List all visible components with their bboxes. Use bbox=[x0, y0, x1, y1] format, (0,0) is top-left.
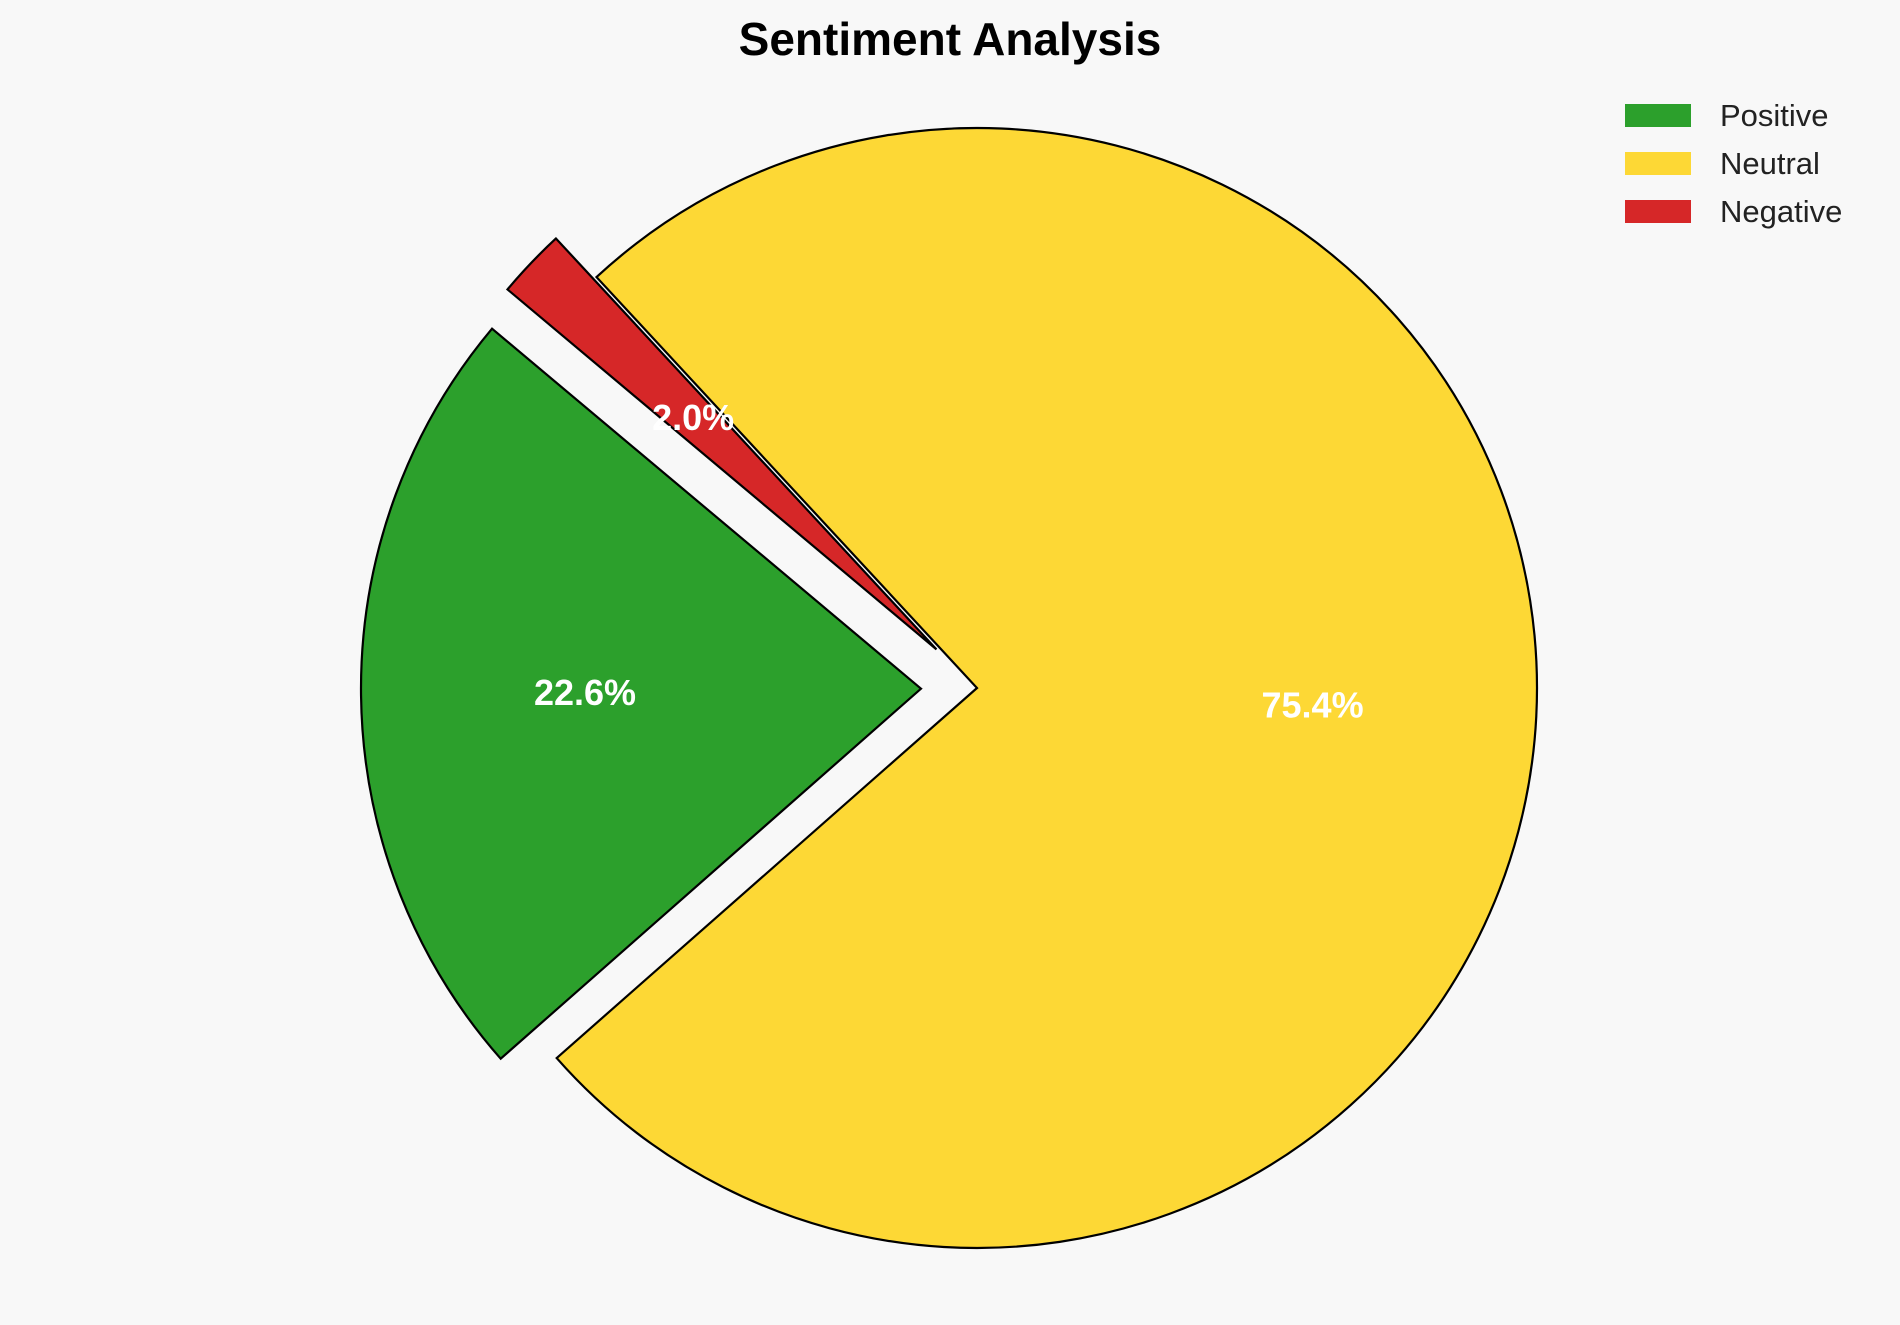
chart-title: Sentiment Analysis bbox=[739, 13, 1162, 65]
legend: Positive Neutral Negative bbox=[1625, 98, 1842, 229]
legend-swatch-neutral bbox=[1625, 152, 1691, 175]
legend-swatch-negative bbox=[1625, 200, 1691, 223]
pie-slice-negative bbox=[505, 236, 938, 651]
legend-label-positive: Positive bbox=[1720, 98, 1829, 133]
pie-slice-positive bbox=[359, 327, 923, 1061]
slice-label-positive: 22.6% bbox=[534, 672, 636, 713]
legend-swatch-positive bbox=[1625, 104, 1691, 127]
slice-labels: 22.6% 75.4% 2.0% bbox=[534, 397, 1364, 725]
pie-slice-neutral bbox=[555, 126, 1539, 1250]
legend-label-neutral: Neutral bbox=[1720, 146, 1820, 181]
slice-label-negative: 2.0% bbox=[652, 397, 734, 438]
slice-label-neutral: 75.4% bbox=[1262, 685, 1364, 726]
legend-label-negative: Negative bbox=[1720, 194, 1842, 229]
pie-slices bbox=[359, 126, 1539, 1250]
